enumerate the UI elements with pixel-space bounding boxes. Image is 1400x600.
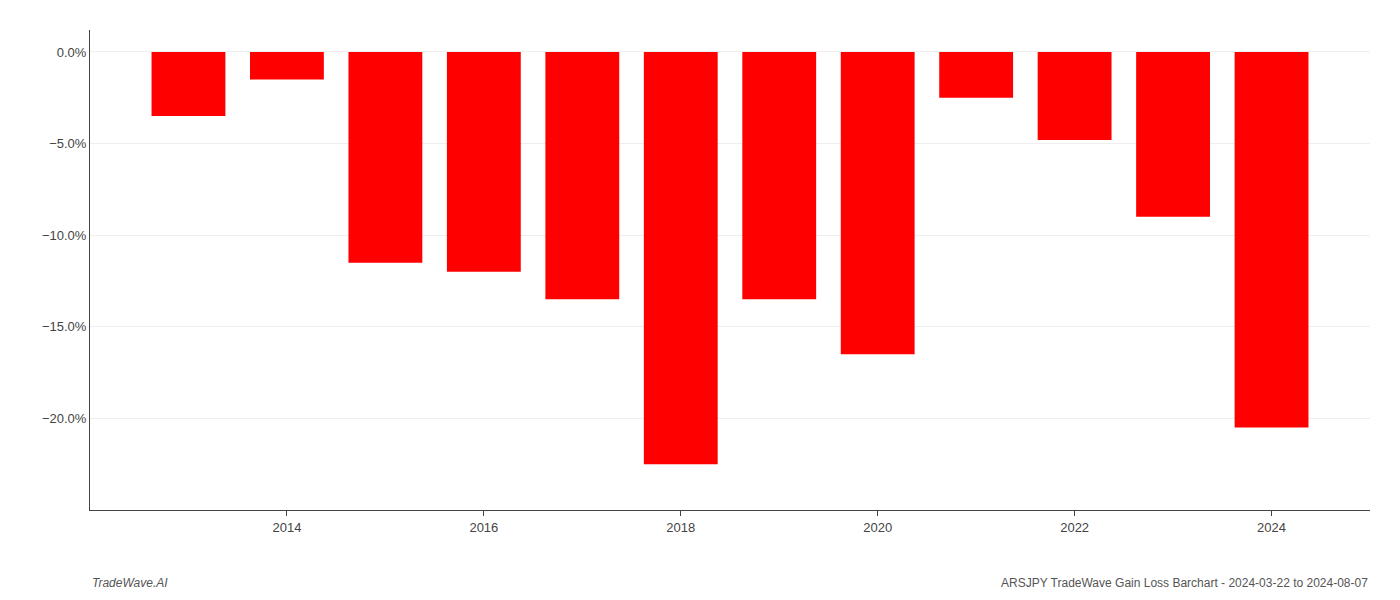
svg-text:−15.0%: −15.0% [42,319,87,334]
svg-text:2024: 2024 [1257,520,1286,535]
svg-text:TradeWave.AI: TradeWave.AI [92,576,168,590]
svg-text:0.0%: 0.0% [57,45,87,60]
svg-text:2014: 2014 [272,520,301,535]
svg-text:2022: 2022 [1060,520,1089,535]
svg-text:−20.0%: −20.0% [42,411,87,426]
svg-text:ARSJPY TradeWave Gain Loss Bar: ARSJPY TradeWave Gain Loss Barchart - 20… [1001,576,1368,590]
svg-text:2018: 2018 [666,520,695,535]
svg-text:−10.0%: −10.0% [42,228,87,243]
svg-text:−5.0%: −5.0% [49,136,87,151]
svg-text:2020: 2020 [863,520,892,535]
svg-text:2016: 2016 [469,520,498,535]
